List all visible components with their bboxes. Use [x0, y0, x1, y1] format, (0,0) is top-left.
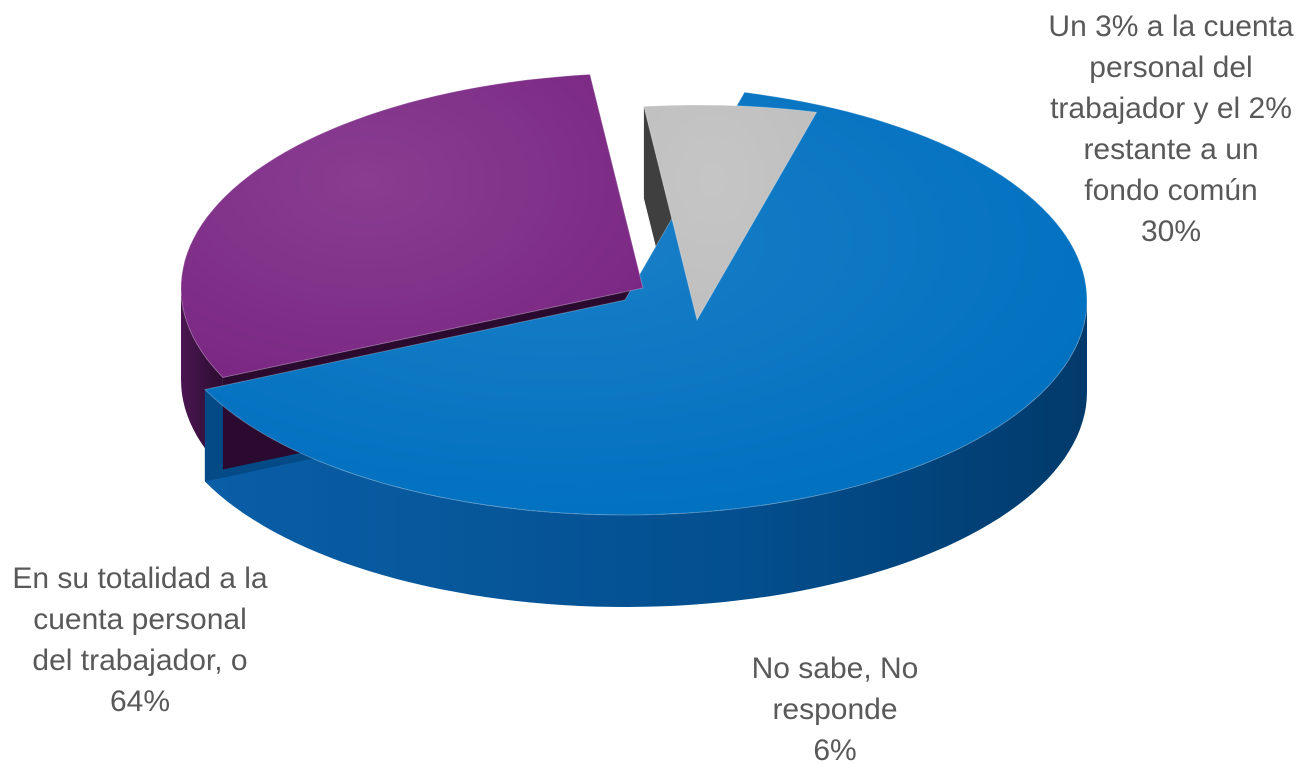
slice-label-totalidad: En su totalidad a la cuenta personal del…: [5, 558, 275, 722]
slice-label-no-sabe: No sabe, No responde 6%: [720, 648, 950, 771]
slice-percent-totalidad: 64%: [109, 685, 171, 718]
slice-totalidad-side: [204, 300, 1087, 607]
slice-3-y-2-sheen: [181, 74, 643, 378]
slice-totalidad-sheen: [204, 92, 1087, 516]
slice-no-sabe-sheen: [643, 105, 817, 320]
slice-label-3-y-2: Un 3% a la cuenta personal del trabajado…: [1040, 6, 1301, 252]
slice-percent-3-y-2: 30%: [1140, 215, 1202, 248]
slice-percent-no-sabe: 6%: [813, 734, 857, 767]
